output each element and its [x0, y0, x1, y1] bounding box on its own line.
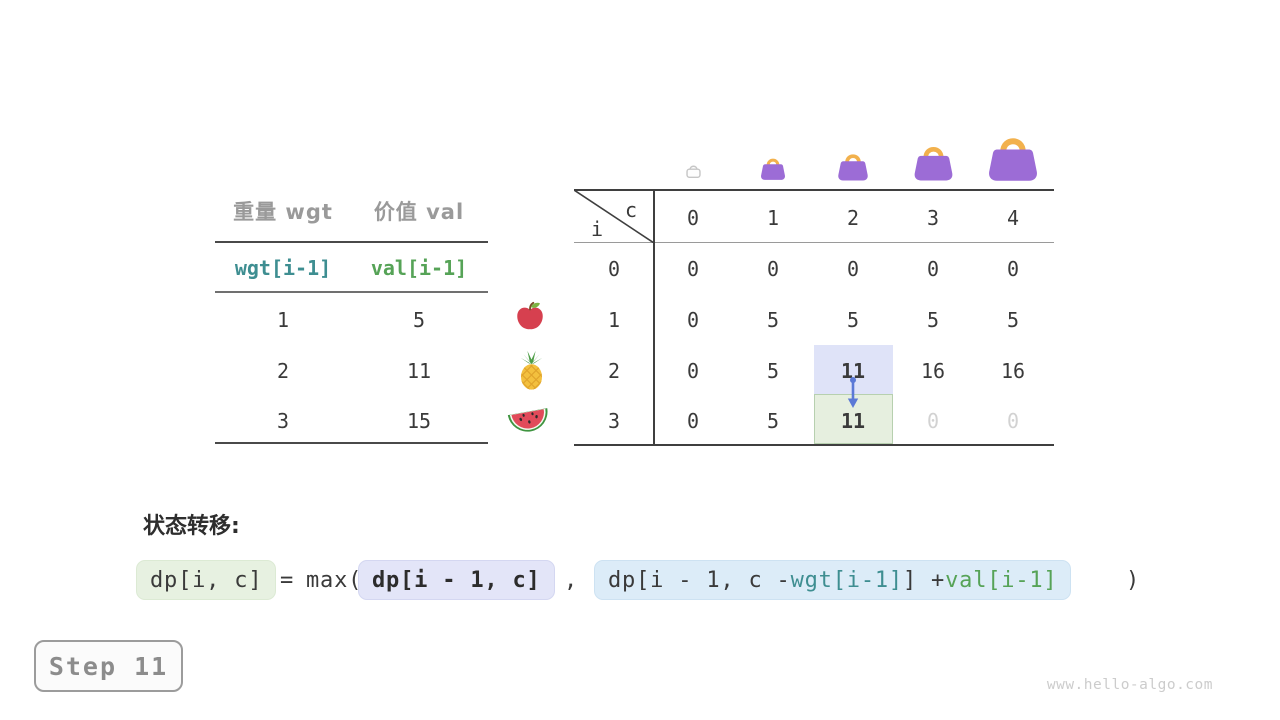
formula-take-option: dp[i - 1, c - wgt[i-1]] + val[i-1]	[594, 560, 1072, 600]
formula-take-prefix: dp[i - 1, c -	[608, 567, 791, 593]
items-var-val: val[i-1]	[370, 256, 468, 280]
items-var-wgt: wgt[i-1]	[234, 256, 332, 280]
formula-comma: ,	[564, 567, 579, 593]
dp-cell-3-0: 0	[686, 409, 700, 433]
formula-keep-option: dp[i - 1, c]	[358, 560, 555, 600]
dp-cell-1-1: 5	[766, 308, 780, 332]
formula-lhs: dp[i, c]	[136, 560, 277, 600]
capacity-header-0: 0	[686, 206, 700, 230]
dp-cell-3-2-target: 11	[840, 409, 866, 433]
item-row-3-wgt: 3	[276, 409, 290, 433]
dp-cell-1-0: 0	[686, 308, 700, 332]
dp-cell-0-4: 0	[1006, 257, 1020, 281]
bag-icon-capacity-2	[838, 154, 868, 181]
items-table-bottom-rule	[215, 442, 488, 444]
capacity-header-3: 3	[926, 206, 940, 230]
apple-icon	[517, 301, 543, 330]
dp-cell-0-1: 0	[766, 257, 780, 281]
empty-bag-icon	[686, 165, 701, 179]
formula-take-val: val[i-1]	[945, 567, 1058, 593]
formula-take-wgt: wgt[i-1]	[790, 567, 903, 593]
dp-table-header-rule	[574, 242, 1054, 243]
row-label-2: 2	[607, 359, 621, 383]
dp-table-bottom-rule	[574, 444, 1054, 446]
capacity-header-1: 1	[766, 206, 780, 230]
formula-take-mid: ] +	[902, 567, 946, 593]
corner-col-var: c	[624, 198, 638, 222]
dp-cell-1-2: 5	[846, 308, 860, 332]
dp-cell-0-2: 0	[846, 257, 860, 281]
dp-cell-3-4-dimmed: 0	[1006, 409, 1020, 433]
row-label-1: 1	[607, 308, 621, 332]
dp-cell-1-3: 5	[926, 308, 940, 332]
transition-arrow-icon	[847, 377, 859, 408]
dp-cell-2-0: 0	[686, 359, 700, 383]
row-label-3: 3	[607, 409, 621, 433]
formula-max-open: max(	[306, 567, 363, 593]
step-badge: Step 11	[34, 640, 183, 692]
formula-close-paren: )	[1126, 567, 1141, 593]
dp-cell-3-3-dimmed: 0	[926, 409, 940, 433]
state-transition-heading: 状态转移:	[143, 514, 240, 539]
dp-cell-0-3: 0	[926, 257, 940, 281]
item-row-1-wgt: 1	[276, 308, 290, 332]
corner-row-var: i	[590, 217, 604, 241]
bag-icon-capacity-4	[989, 138, 1037, 181]
dp-cell-1-4: 5	[1006, 308, 1020, 332]
dp-table-top-rule	[574, 189, 1054, 191]
bag-icon-capacity-1	[761, 158, 785, 180]
dp-cell-0-0: 0	[686, 257, 700, 281]
watermelon-icon	[507, 408, 548, 432]
step-badge-label: Step 11	[48, 651, 169, 681]
capacity-header-2: 2	[846, 206, 860, 230]
dp-cell-2-1: 5	[766, 359, 780, 383]
formula-equals: =	[280, 567, 295, 593]
bag-icon-capacity-3	[914, 146, 953, 181]
items-col-header-weight: 重量 wgt	[233, 200, 333, 224]
item-row-2-val: 11	[406, 359, 432, 383]
corner-diagonal-line	[574, 190, 654, 243]
watermark: www.hello-algo.com	[1046, 677, 1213, 693]
items-table-mid-rule	[215, 291, 488, 293]
item-row-1-val: 5	[412, 308, 426, 332]
dp-cell-2-3: 16	[920, 359, 946, 383]
item-row-3-val: 15	[406, 409, 432, 433]
pineapple-icon	[520, 350, 543, 390]
item-row-2-wgt: 2	[276, 359, 290, 383]
dp-cell-3-1: 5	[766, 409, 780, 433]
dp-cell-2-4: 16	[1000, 359, 1026, 383]
items-table-top-rule	[215, 241, 488, 243]
dp-table-vertical-rule	[653, 189, 655, 446]
items-col-header-value: 价值 val	[373, 200, 465, 224]
row-label-0: 0	[607, 257, 621, 281]
capacity-header-4: 4	[1006, 206, 1020, 230]
